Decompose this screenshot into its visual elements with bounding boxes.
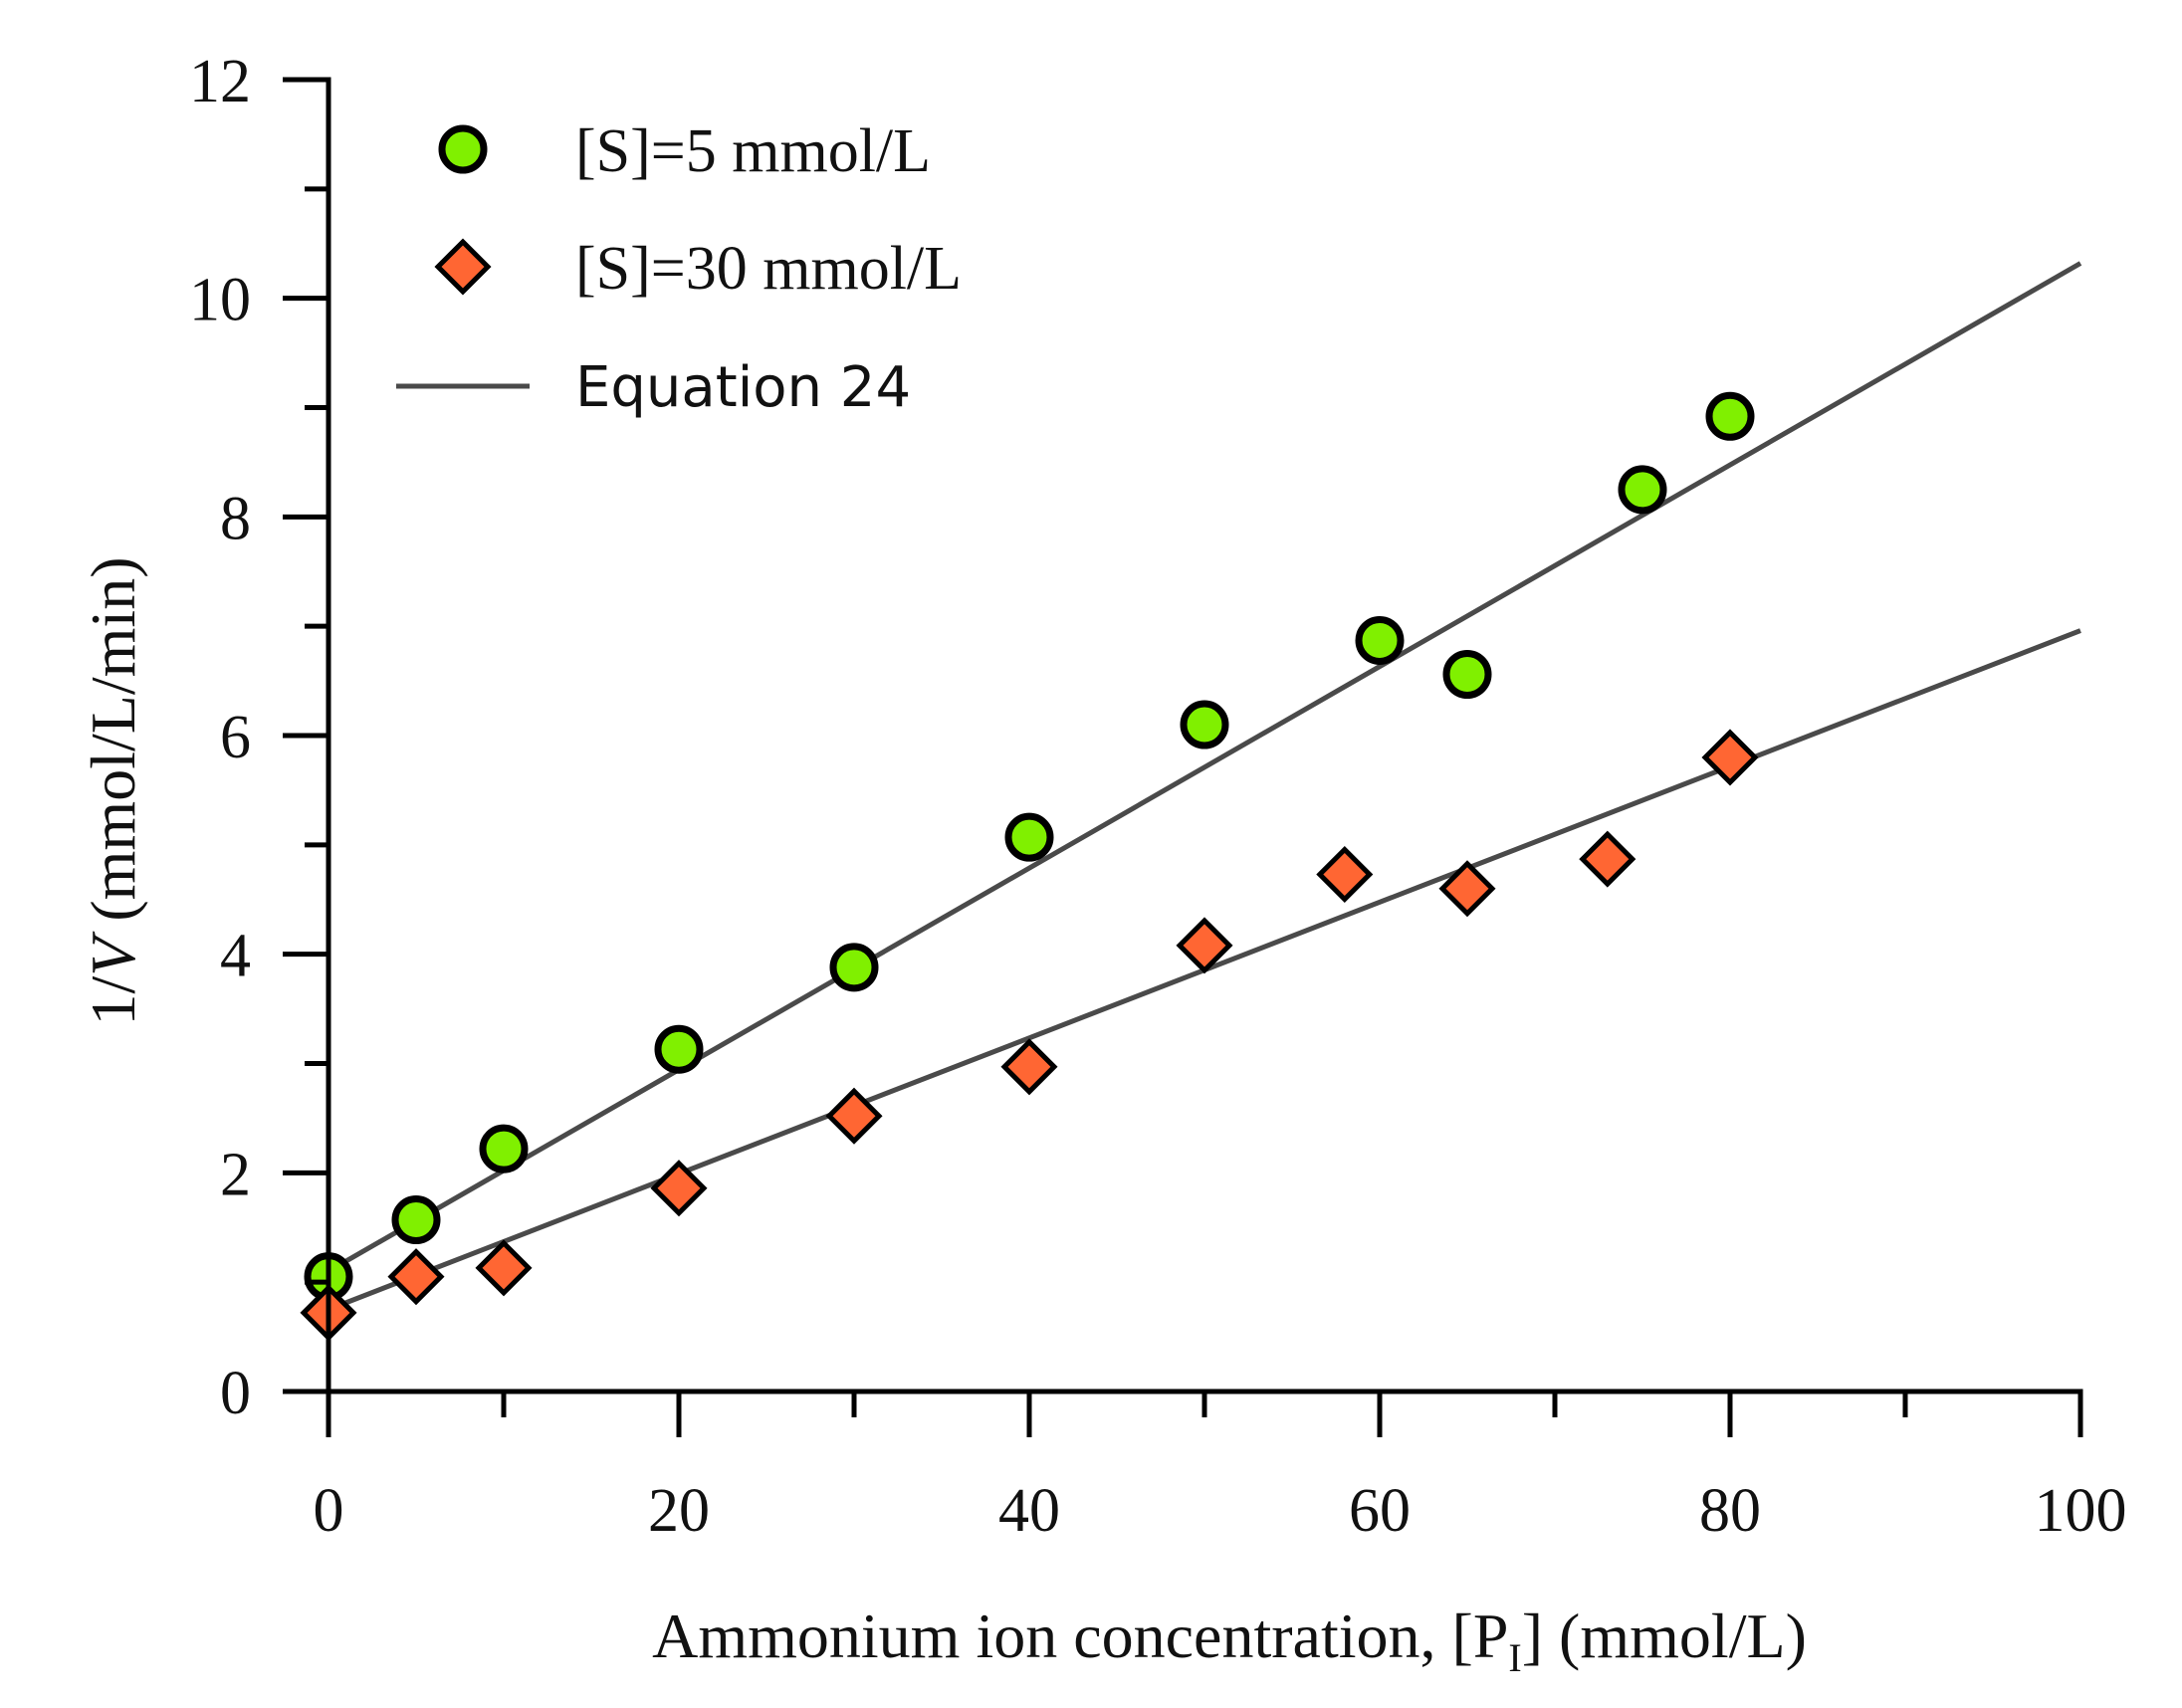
y-tick-label: 6 bbox=[220, 704, 251, 771]
legend-label: Equation 24 bbox=[575, 355, 911, 420]
legend-marker-diamond bbox=[434, 238, 492, 296]
data-point-circle bbox=[479, 1124, 529, 1174]
data-point-circle bbox=[1355, 615, 1405, 665]
y-tick-label: 4 bbox=[220, 923, 251, 990]
legend-label: [S]=30 mmol/L bbox=[575, 235, 962, 303]
data-point-diamond bbox=[1316, 845, 1374, 904]
y-axis-title-suffix: (mmol/L/min) bbox=[78, 556, 148, 937]
fit-lines bbox=[327, 261, 2082, 1312]
data-point-diamond bbox=[387, 1248, 445, 1306]
y-axis-title-italic: V bbox=[78, 931, 148, 976]
data-point-circle bbox=[1004, 812, 1054, 862]
x-axis-title: Ammonium ion concentration, [PI] (mmol/L… bbox=[652, 1601, 1807, 1680]
data-point-diamond bbox=[1438, 860, 1496, 918]
y-tick-label: 12 bbox=[189, 48, 251, 115]
data-point-circle bbox=[1180, 700, 1229, 749]
y-axis-title: 1/V (mmol/L/min) bbox=[78, 556, 148, 1025]
data-point-diamond bbox=[475, 1239, 533, 1297]
data-point-circle bbox=[1705, 391, 1755, 441]
x-tick-label: 20 bbox=[648, 1477, 710, 1545]
x-tick-label: 80 bbox=[1699, 1477, 1761, 1545]
data-point-circle bbox=[829, 943, 879, 992]
data-point-circle bbox=[1618, 465, 1667, 515]
data-point-circle bbox=[1442, 649, 1492, 699]
data-point-diamond bbox=[1000, 1038, 1058, 1096]
data-point-diamond bbox=[1579, 830, 1636, 888]
x-axis-title-subscript: I bbox=[1508, 1635, 1521, 1680]
x-tick-label: 60 bbox=[1349, 1477, 1411, 1545]
data-point-diamond bbox=[1701, 729, 1759, 786]
y-tick-label: 10 bbox=[189, 267, 251, 334]
legend-marker-circle bbox=[438, 124, 488, 174]
x-tick-label: 40 bbox=[998, 1477, 1060, 1545]
y-tick-label: 2 bbox=[220, 1141, 251, 1208]
data-point-circle bbox=[654, 1024, 704, 1074]
fit-line bbox=[327, 261, 2082, 1274]
y-tick-label: 0 bbox=[220, 1360, 251, 1427]
axes: 0 20 40 60 80 100 0 2 4 6 8 10 12 bbox=[189, 48, 2127, 1545]
data-points bbox=[300, 391, 1759, 1342]
x-axis-title-suffix: ] (mmol/L) bbox=[1522, 1601, 1807, 1671]
data-point-diamond bbox=[650, 1160, 708, 1217]
x-tick-label: 100 bbox=[2035, 1477, 2127, 1545]
data-point-diamond bbox=[825, 1087, 883, 1145]
y-tick-label: 8 bbox=[220, 485, 251, 552]
data-point-circle bbox=[391, 1195, 441, 1245]
legend: [S]=5 mmol/L [S]=30 mmol/L Equation 24 bbox=[396, 117, 962, 420]
x-tick-label: 0 bbox=[314, 1477, 344, 1545]
data-point-diamond bbox=[1176, 917, 1233, 974]
legend-label: [S]=5 mmol/L bbox=[575, 117, 931, 185]
